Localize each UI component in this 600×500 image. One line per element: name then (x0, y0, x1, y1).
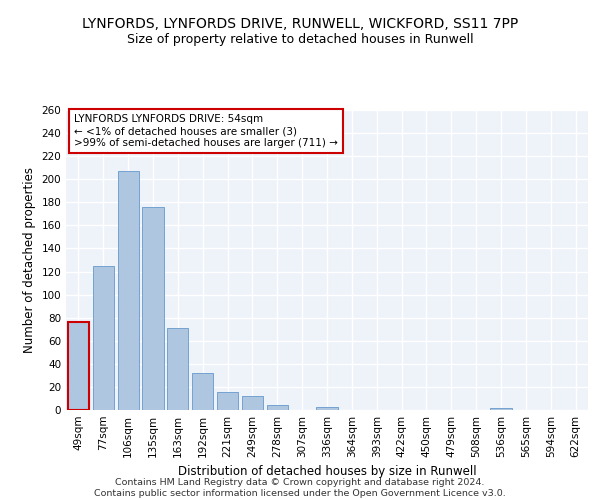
Bar (267, 406, 288, 410)
Bar (217, 392, 238, 410)
Text: Contains HM Land Registry data © Crown copyright and database right 2024.
Contai: Contains HM Land Registry data © Crown c… (94, 478, 506, 498)
Text: LYNFORDS, LYNFORDS DRIVE, RUNWELL, WICKFORD, SS11 7PP: LYNFORDS, LYNFORDS DRIVE, RUNWELL, WICKF… (82, 18, 518, 32)
Bar (93, 266, 114, 410)
Bar (118, 171, 139, 410)
Text: Size of property relative to detached houses in Runwell: Size of property relative to detached ho… (127, 32, 473, 46)
Bar (167, 328, 188, 410)
Bar (490, 408, 512, 410)
Bar (316, 406, 338, 410)
Y-axis label: Number of detached properties: Number of detached properties (23, 167, 36, 353)
Bar (68, 322, 89, 410)
X-axis label: Distribution of detached houses by size in Runwell: Distribution of detached houses by size … (178, 466, 476, 478)
Bar (192, 373, 213, 410)
Bar (242, 396, 263, 410)
Text: LYNFORDS LYNFORDS DRIVE: 54sqm
← <1% of detached houses are smaller (3)
>99% of : LYNFORDS LYNFORDS DRIVE: 54sqm ← <1% of … (74, 114, 338, 148)
Bar (142, 207, 164, 410)
